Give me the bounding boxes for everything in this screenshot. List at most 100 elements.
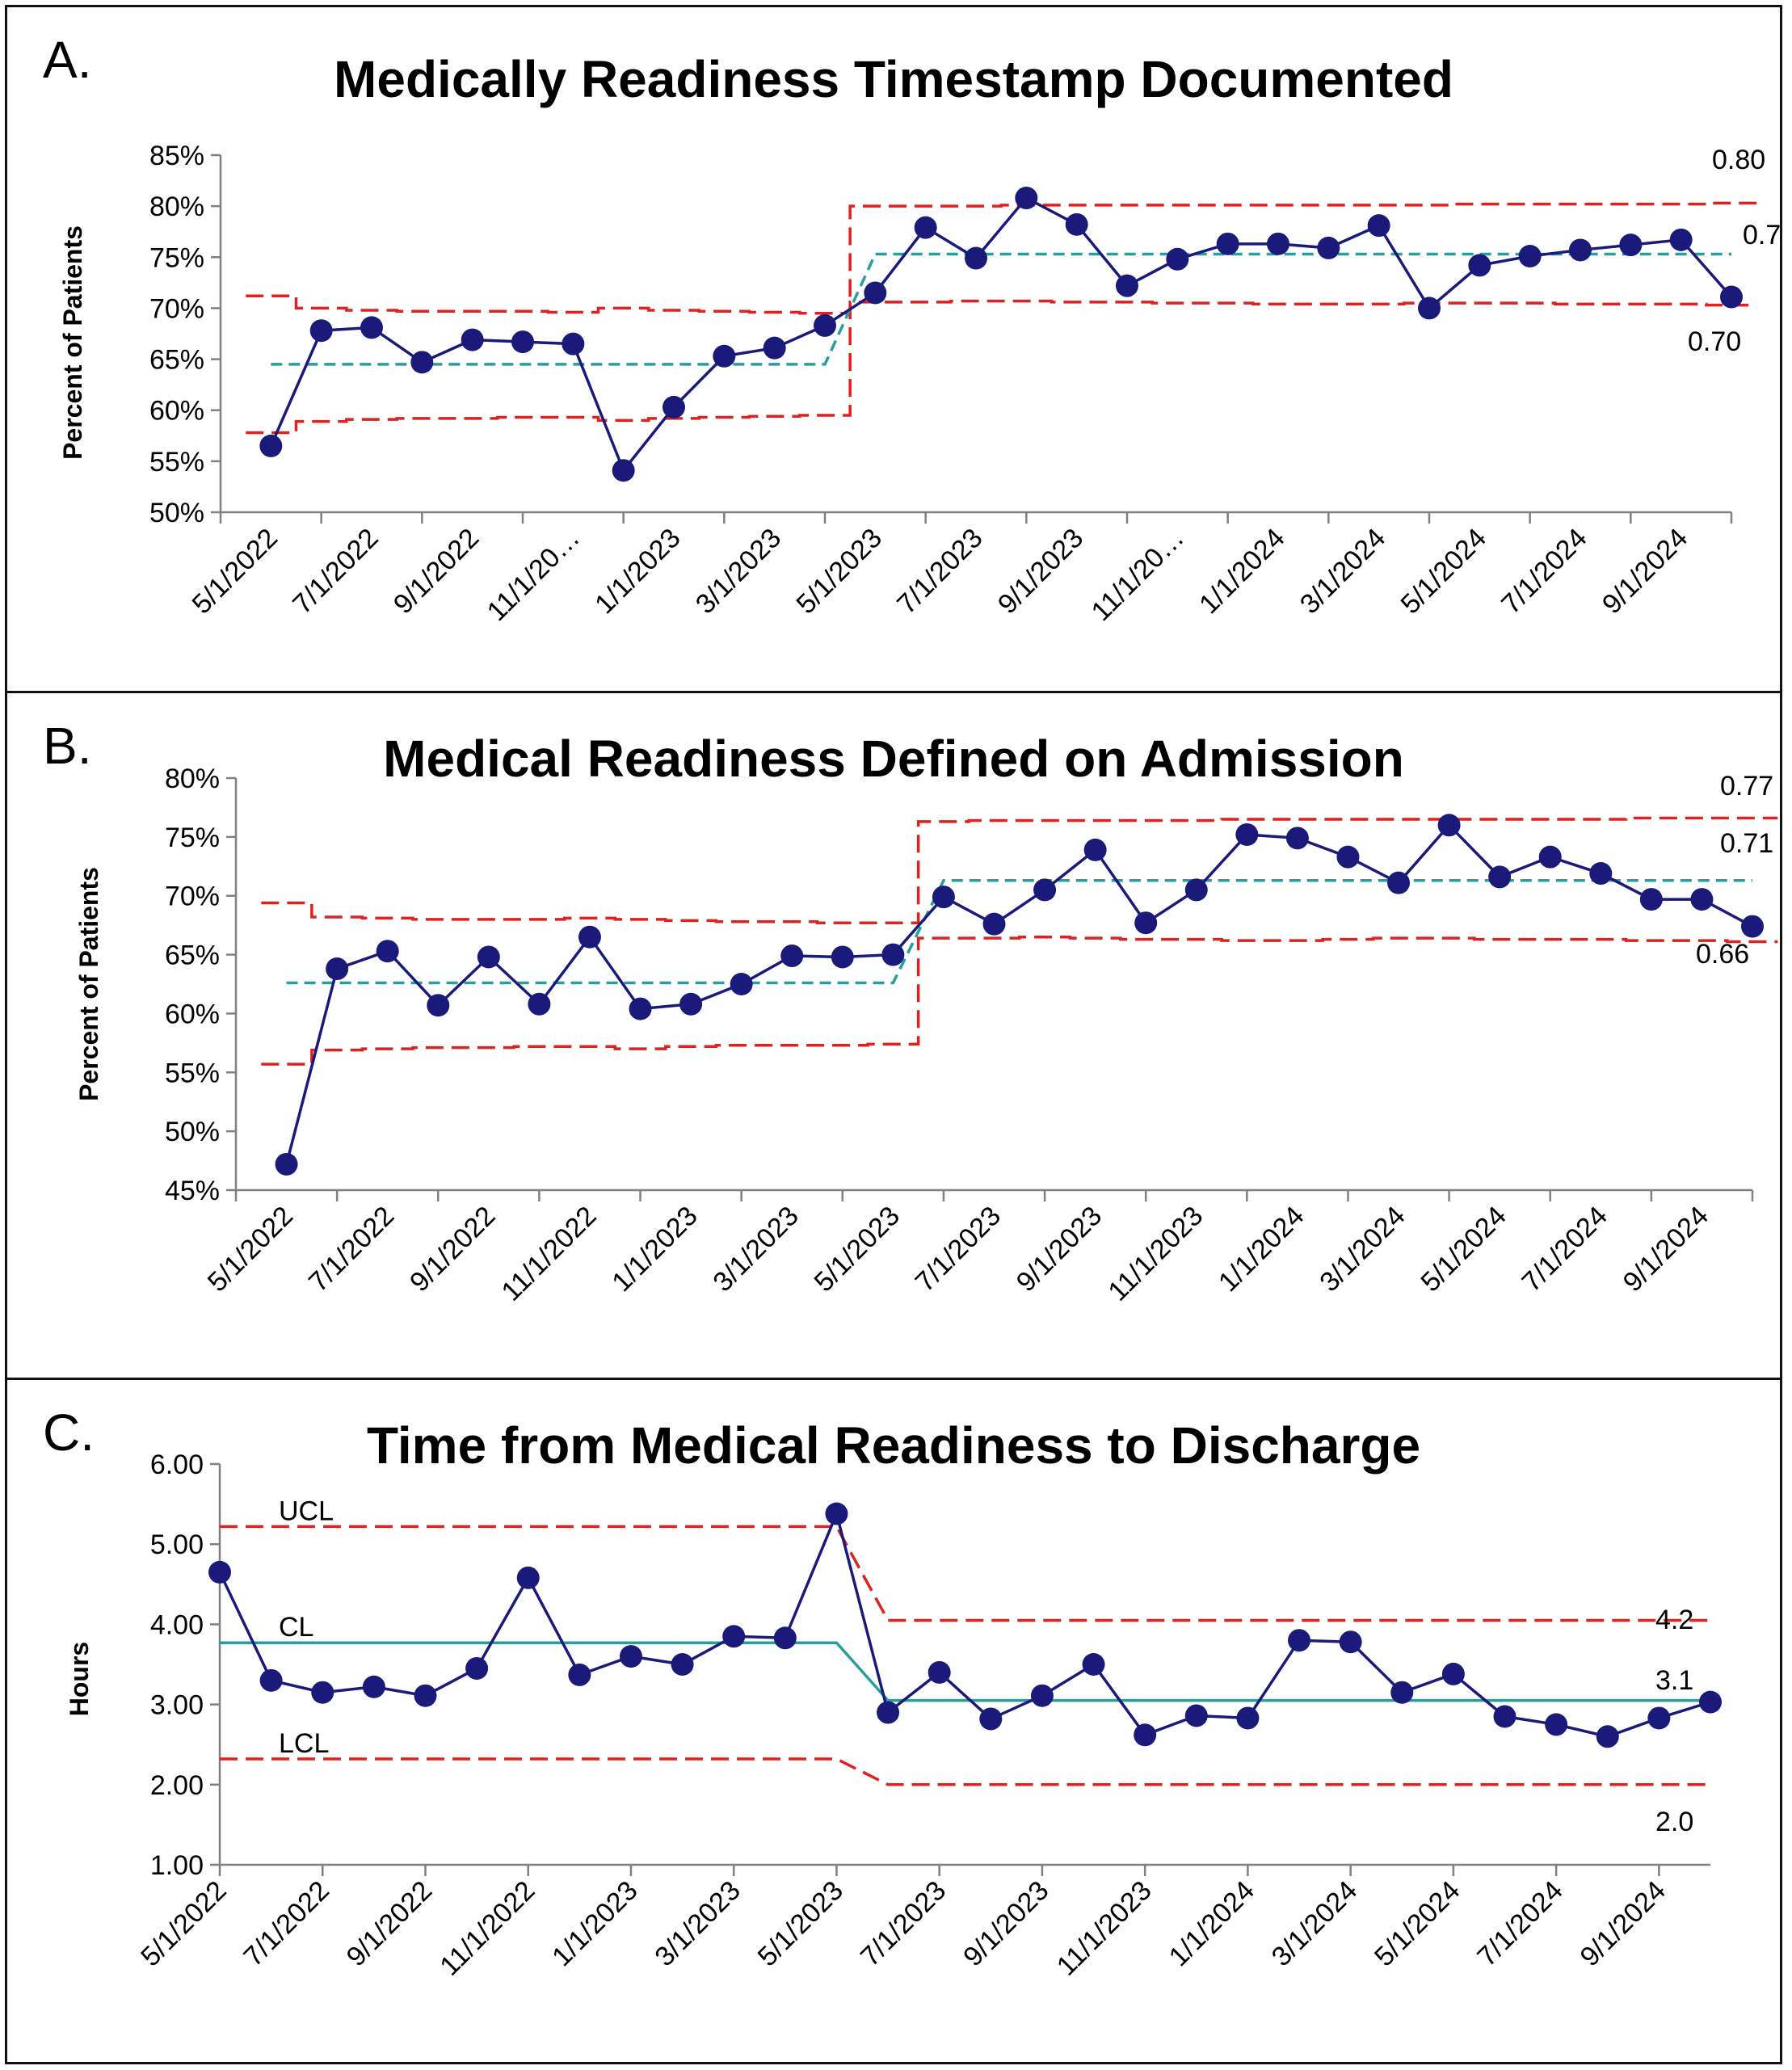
chart-a-lcl-value: 0.70 [1688, 326, 1741, 357]
chart-a-xtick-label: 5/1/2023 [791, 523, 888, 620]
chart-c-data-point [1134, 1723, 1157, 1747]
chart-b-data-point [679, 992, 703, 1016]
chart-c-data-point [773, 1626, 797, 1650]
chart-b-data-point [1184, 878, 1208, 902]
chart-b-data-point [1285, 827, 1309, 850]
chart-c-data-line [218, 1508, 1711, 1739]
chart-c-xtick-label: 7/1/2023 [855, 1875, 952, 1972]
chart-a-ytick-label: 60% [149, 396, 204, 427]
chart-b-data-point [326, 957, 349, 981]
chart-a-xtick-label: 7/1/2024 [1495, 523, 1592, 620]
chart-a-xtick-label: 1/1/2024 [1193, 523, 1290, 620]
chart-b-data-point [881, 943, 905, 966]
chart-c-xtick-label: 1/1/2024 [1163, 1875, 1260, 1972]
chart-c-data-point [1339, 1630, 1362, 1654]
chart-a-xtick-label: 7/1/2022 [287, 523, 384, 620]
chart-b-data-point [1437, 814, 1461, 837]
chart-b-data-point [427, 994, 450, 1017]
chart-b-ytick-label: 75% [165, 823, 220, 853]
chart-a-data-point [1216, 232, 1239, 255]
chart-a-xtick-label: 9/1/2023 [992, 523, 1089, 620]
chart-a-data-point [1015, 187, 1038, 210]
chart-a-data-point [1720, 285, 1743, 309]
chart-b-data-point [1235, 823, 1259, 846]
chart-c-ytick-label: 6.00 [150, 1449, 204, 1480]
chart-b-cl-value: 0.71 [1720, 828, 1773, 859]
chart-a-data-point [663, 395, 685, 419]
chart-b-xtick-label: 7/1/2024 [1516, 1201, 1613, 1298]
chart-a-data-point [562, 332, 585, 356]
chart-a-lcl-line [246, 299, 1757, 435]
chart-c-xtick-label: 7/1/2022 [238, 1875, 334, 1972]
chart-a-data-point [1518, 245, 1542, 268]
chart-b-ytick-label: 60% [165, 999, 220, 1029]
chart-b-xtick-label: 5/1/2024 [1415, 1201, 1512, 1298]
chart-c-data-point [1545, 1713, 1568, 1736]
panel-b: B. Medical Readiness Defined on Admissio… [5, 691, 1782, 1380]
chart-c-xtick-label: 7/1/2024 [1471, 1875, 1568, 1972]
chart-a-data-point [1468, 254, 1491, 277]
chart-b-ucl-line [261, 816, 1778, 924]
chart-c-xtick-label: 11/1/2023 [1051, 1875, 1158, 1982]
chart-c-data-point [1030, 1684, 1054, 1707]
chart-b-ytick-label: 80% [165, 764, 220, 794]
chart-c-data-point [1647, 1706, 1671, 1730]
chart-a-data-point [511, 330, 534, 354]
chart-a-data-point [1267, 232, 1289, 255]
chart-b-data-point [1741, 915, 1764, 938]
chart-c-data-point [1082, 1653, 1105, 1676]
chart-b-data-point [730, 973, 753, 995]
chart-c-data-point [722, 1625, 746, 1648]
chart-c-data-point [619, 1645, 642, 1668]
chart-c-lcl-value: 2.0 [1655, 1807, 1693, 1837]
chart-b-ytick-label: 50% [165, 1117, 220, 1147]
chart-c-data-point [877, 1701, 900, 1724]
chart-b-xtick-label: 11/1/2023 [1102, 1201, 1209, 1307]
chart-c-data-point [1493, 1705, 1516, 1728]
chart-a-data-point [763, 336, 786, 360]
chart-b-data-point [1134, 911, 1158, 935]
chart-a-data-point [1367, 214, 1390, 238]
chart-c-xtick-label: 5/1/2024 [1369, 1875, 1466, 1972]
chart-c-data-point [1699, 1690, 1722, 1714]
chart-b-data-point [1488, 865, 1512, 889]
chart-b-xtick-label: 5/1/2022 [202, 1201, 299, 1298]
chart-a-data-point [1116, 274, 1138, 297]
chart-c-data-point [825, 1502, 848, 1525]
chart-a-data-point [1317, 236, 1340, 259]
chart-a-xtick-label: 11/1/20… [1086, 523, 1190, 627]
panel-c-title: Time from Medical Readiness to Discharge [366, 1416, 1421, 1475]
chart-a-data-point [1166, 247, 1189, 271]
chart-b-xtick-label: 1/1/2023 [606, 1201, 703, 1298]
chart-a-data-point [914, 216, 937, 239]
chart-c-data-point [1390, 1681, 1414, 1704]
chart-a-data-point [1669, 228, 1693, 251]
chart-c-ytick-label: 5.00 [150, 1529, 204, 1560]
chart-c-xtick-label: 9/1/2022 [341, 1875, 438, 1972]
chart-c-lcl-text: LCL [279, 1728, 329, 1759]
chart-b-data-point [831, 945, 854, 969]
chart-b-data-point [629, 997, 652, 1020]
chart-c-data-point [259, 1668, 283, 1692]
chart-a-xtick-label: 9/1/2024 [1596, 523, 1693, 620]
chart-c-xtick-label: 9/1/2023 [957, 1875, 1054, 1972]
chart-c-data-point [208, 1560, 231, 1584]
chart-c-center-line [220, 1641, 1710, 1702]
chart-a-data-point [360, 316, 383, 339]
chart-a-data-point [1619, 234, 1643, 257]
chart-c-ucl-line [220, 1525, 1710, 1622]
chart-a-ucl-value: 0.80 [1712, 145, 1765, 175]
chart-a-data-point [1065, 212, 1088, 236]
chart-a-ytick-label: 80% [149, 191, 204, 222]
panel-c-letter: C. [43, 1403, 95, 1462]
panel-a-title: Medically Readiness Timestamp Documented [334, 50, 1453, 108]
chart-b-data-point [780, 945, 804, 968]
chart-b-data-point [477, 945, 500, 969]
chart-a-data-point [410, 351, 434, 374]
chart-c-data-point [1236, 1706, 1260, 1730]
chart-b-data-point [528, 992, 551, 1016]
chart-b-data-point [1589, 862, 1613, 886]
chart-a-cl-value: 0.75 [1743, 220, 1780, 250]
chart-c-data-point [362, 1675, 385, 1698]
panel-b-title: Medical Readiness Defined on Admission [383, 730, 1404, 788]
